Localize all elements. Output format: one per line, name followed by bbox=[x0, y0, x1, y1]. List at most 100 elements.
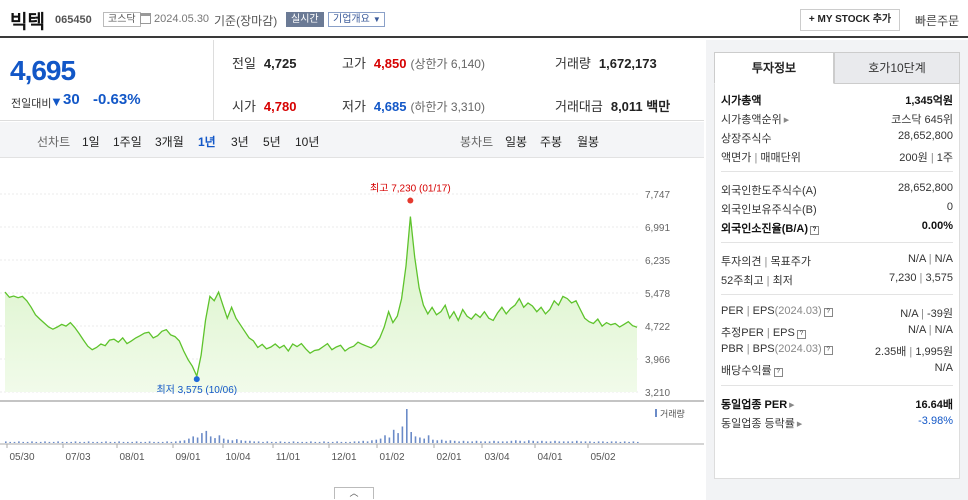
x-tick-label: 10/04 bbox=[225, 452, 250, 463]
volume-bar bbox=[480, 441, 482, 443]
y-tick-label: 7,747 bbox=[645, 190, 670, 201]
tab-10y[interactable]: 10년 bbox=[295, 135, 320, 149]
row-key-2: BPS bbox=[752, 343, 775, 355]
tab-investment-info[interactable]: 투자정보 bbox=[714, 52, 834, 84]
divider bbox=[721, 242, 953, 243]
tab-monthly-candle[interactable]: 월봉 bbox=[577, 135, 600, 149]
min-annotation: 최저 3,575 (10/06) bbox=[156, 384, 237, 396]
help-icon[interactable]: ? bbox=[823, 308, 833, 317]
volume-bar bbox=[388, 437, 391, 443]
volume-bar bbox=[432, 439, 434, 443]
volume-bar bbox=[501, 441, 504, 443]
row-value-2: N/A bbox=[934, 324, 953, 336]
row-value: 2.35배 bbox=[874, 346, 907, 358]
volume-bar bbox=[227, 439, 229, 443]
volume-bar bbox=[201, 433, 203, 443]
tab-1y[interactable]: 1년 bbox=[198, 135, 216, 149]
x-tick-label: 03/04 bbox=[484, 452, 509, 463]
volume-bar bbox=[44, 441, 46, 443]
volume-bar bbox=[9, 441, 11, 443]
row-sector-rate[interactable]: 동일업종 등락률 ▶ -3.98% bbox=[721, 413, 953, 431]
help-icon[interactable]: ? bbox=[796, 330, 806, 339]
volume-bar bbox=[362, 440, 364, 443]
row-value: 28,652,800 bbox=[897, 182, 953, 194]
volume-bar bbox=[423, 438, 425, 443]
stat-label: 시가 bbox=[232, 99, 256, 114]
x-tick-label: 08/01 bbox=[119, 452, 144, 463]
row-key: 배당수익률 bbox=[721, 365, 772, 377]
tab-3y[interactable]: 3년 bbox=[231, 135, 249, 149]
volume-bar bbox=[66, 441, 68, 443]
stat-value: 4,725 bbox=[263, 56, 297, 71]
quick-order-link[interactable]: 빠른주문 bbox=[915, 14, 960, 28]
row-key: 투자의견 bbox=[721, 256, 762, 268]
x-tick-label: 01/02 bbox=[379, 452, 404, 463]
row-market-cap-rank[interactable]: 시가총액순위 ▶ 코스닥 645위 bbox=[721, 109, 953, 127]
tab-daily-candle[interactable]: 일봉 bbox=[505, 135, 528, 149]
volume-bar bbox=[549, 441, 552, 443]
add-my-stock-button[interactable]: + MY STOCK 추가 bbox=[800, 9, 900, 31]
row-value: 0.00% bbox=[921, 220, 953, 232]
volume-bar bbox=[597, 441, 600, 443]
row-foreign-ratio: 외국인소진율(B/A)? 0.00% bbox=[721, 218, 953, 236]
volume-bar bbox=[506, 441, 508, 443]
volume-bar bbox=[5, 441, 7, 443]
volume-bar bbox=[114, 441, 116, 443]
tab-weekly-candle[interactable]: 주봉 bbox=[540, 135, 563, 149]
volume-bar bbox=[628, 441, 630, 443]
volume-bar bbox=[580, 441, 582, 443]
info-table: 시가총액 1,345억원 시가총액순위 ▶ 코스닥 645위 상장주식수 28,652,… bbox=[714, 84, 960, 479]
y-tick-label: 5,478 bbox=[645, 289, 670, 300]
tab-3m[interactable]: 3개월 bbox=[155, 135, 184, 149]
tab-1d[interactable]: 1일 bbox=[82, 135, 100, 149]
row-per-eps: PER | EPS(2024.03)? N/A | -39원 bbox=[721, 305, 953, 320]
volume-bar bbox=[410, 432, 412, 443]
caret-right-icon: ▶ bbox=[796, 421, 803, 428]
volume-bar bbox=[297, 441, 299, 443]
caret-right-icon: ▶ bbox=[783, 117, 790, 124]
help-icon[interactable]: ? bbox=[823, 346, 833, 355]
x-tick-label: 07/03 bbox=[65, 452, 90, 463]
volume-bar bbox=[467, 441, 469, 443]
volume-bar bbox=[266, 441, 269, 443]
collapse-chart-button[interactable]: ︿ bbox=[334, 487, 374, 499]
volume-bar bbox=[18, 441, 20, 443]
stat-value: 4,685 bbox=[373, 99, 407, 114]
volume-bar bbox=[109, 441, 112, 443]
volume-bar bbox=[314, 441, 317, 443]
market-badge: 코스닥 bbox=[103, 12, 141, 27]
row-value-2: 3,575 bbox=[925, 272, 953, 284]
stat-trade-amount: 거래대금 8,011 백만 bbox=[555, 96, 670, 115]
volume-bar bbox=[358, 441, 360, 443]
help-icon[interactable]: ? bbox=[810, 226, 819, 235]
realtime-button[interactable]: 실시간 bbox=[286, 12, 324, 27]
y-tick-label: 6,235 bbox=[645, 256, 670, 267]
row-est-per-eps: 추정PER | EPS? N/A | N/A bbox=[721, 324, 953, 339]
stat-label: 고가 bbox=[342, 56, 366, 71]
y-tick-label: 3,210 bbox=[645, 388, 670, 399]
stat-label: 전일 bbox=[232, 56, 256, 71]
row-key: 액면가 bbox=[721, 152, 752, 164]
tab-5y[interactable]: 5년 bbox=[263, 135, 281, 149]
volume-bar bbox=[528, 440, 530, 443]
tab-1w[interactable]: 1주일 bbox=[113, 135, 142, 149]
volume-bar bbox=[122, 441, 125, 443]
row-sector-per[interactable]: 동일업종 PER ▶ 16.64배 bbox=[721, 394, 953, 412]
volume-bar bbox=[131, 441, 133, 443]
change-percent: -0.63% bbox=[93, 91, 141, 108]
row-key-2: EPS bbox=[772, 327, 795, 339]
row-key-2: 최저 bbox=[772, 275, 793, 287]
y-tick-label: 3,966 bbox=[645, 355, 670, 366]
row-key: 52주최고 bbox=[721, 275, 764, 287]
company-info-dropdown[interactable]: 기업개요 ▼ bbox=[328, 12, 385, 27]
tab-order-book[interactable]: 호가10단계 bbox=[834, 52, 960, 84]
help-icon[interactable]: ? bbox=[773, 368, 783, 377]
volume-bar bbox=[488, 441, 491, 443]
volume-bar bbox=[554, 440, 556, 443]
candle-chart-label: 봉차트 bbox=[460, 135, 494, 149]
volume-bar bbox=[100, 441, 103, 443]
y-tick-label: 4,722 bbox=[645, 322, 670, 333]
volume-bar bbox=[536, 441, 539, 443]
volume-bar bbox=[161, 441, 164, 443]
x-tick-label: 09/01 bbox=[175, 452, 200, 463]
